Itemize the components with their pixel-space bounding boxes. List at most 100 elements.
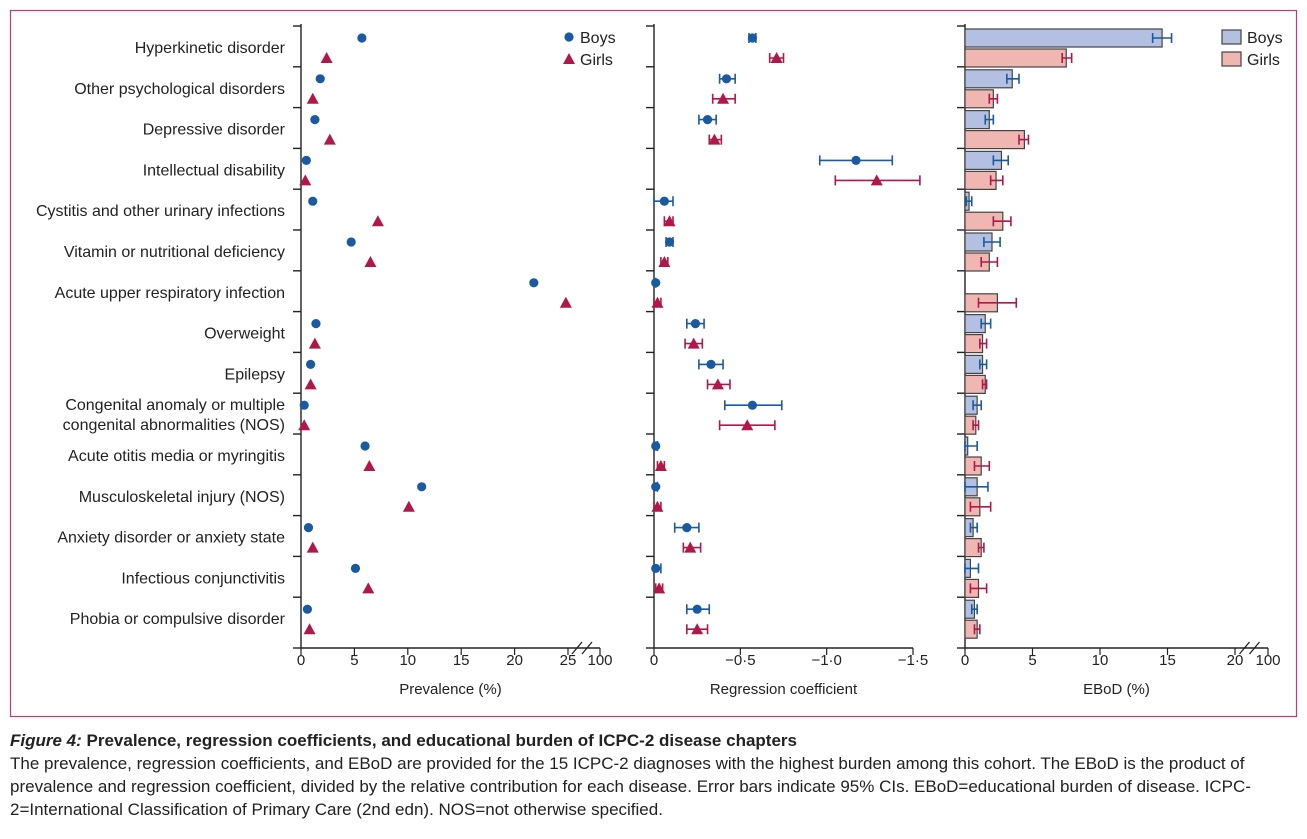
- point-boys: [299, 400, 309, 410]
- x-tick-label: 0: [297, 652, 305, 669]
- error-bar: [980, 257, 999, 267]
- figure-frame: [9, 9, 1298, 718]
- error-bar: [988, 93, 999, 104]
- error-bar: [977, 542, 985, 553]
- category-label-line: congenital abnormalities (NOS): [63, 417, 285, 434]
- point-boys: [350, 563, 361, 574]
- point-boys: [360, 441, 370, 451]
- x-tick-label: 20: [506, 652, 523, 669]
- point-girls: [364, 256, 377, 267]
- error-bar: [1151, 33, 1173, 43]
- point-girls: [654, 460, 667, 471]
- legend-marker-girls: [563, 53, 575, 64]
- x-tick-label: −0·5: [725, 652, 755, 669]
- point-boys: [306, 359, 316, 369]
- point-girls: [741, 419, 754, 431]
- x-tick-label: 10: [399, 652, 416, 669]
- point-boys: [659, 196, 669, 206]
- x-tick-label: 0: [961, 652, 969, 669]
- point-boys: [651, 441, 661, 451]
- error-bar: [1061, 53, 1073, 63]
- category-label: Vitamin or nutritional deficiency: [64, 244, 285, 261]
- point-boys: [690, 319, 701, 329]
- legend-swatch-boys: [1221, 29, 1242, 45]
- bar-boys: [964, 28, 1163, 48]
- category-label: Anxiety disorder or anxiety state: [57, 530, 285, 547]
- point-girls: [684, 541, 697, 553]
- point-girls: [651, 296, 664, 308]
- point-girls: [304, 378, 317, 390]
- point-boys: [308, 196, 318, 206]
- point-girls: [687, 337, 700, 349]
- panel-3: 0 5 10 15 20 100 EBoD (%) Boys Girls: [957, 24, 1283, 698]
- point-girls: [308, 337, 321, 349]
- error-bar: [969, 522, 978, 533]
- figure-chart: Hyperkinetic disorder Other psychological…: [9, 9, 1298, 718]
- error-bar: [969, 583, 988, 594]
- error-bar: [965, 196, 973, 207]
- point-girls: [323, 133, 336, 145]
- error-bar: [980, 318, 992, 329]
- category-label: Infectious conjunctivitis: [121, 570, 285, 587]
- category-label: Musculoskeletal injury (NOS): [79, 489, 285, 506]
- error-bar: [972, 420, 980, 431]
- x-tick-label: −1·5: [898, 652, 928, 669]
- point-girls: [320, 52, 333, 63]
- legend-label: Girls: [1247, 52, 1280, 69]
- error-bar: [981, 379, 988, 390]
- error-bar: [969, 501, 992, 512]
- point-boys: [651, 563, 661, 574]
- legend-marker-boys: [564, 32, 574, 42]
- point-girls: [362, 582, 375, 594]
- figure-description: The prevalence, regression coefficients,…: [10, 754, 1251, 819]
- point-girls: [306, 92, 319, 104]
- x-tick-label: 10: [1092, 652, 1109, 669]
- legend-label: Girls: [580, 52, 613, 69]
- point-girls: [870, 174, 883, 186]
- error-bar: [1006, 73, 1020, 84]
- error-bar: [984, 114, 995, 125]
- point-boys: [747, 33, 758, 43]
- x-axis-label: Regression coefficient: [710, 681, 858, 698]
- category-label: Acute otitis media or myringitis: [68, 448, 285, 465]
- x-tick-label: 20: [1227, 652, 1244, 669]
- x-tick-label: −1·0: [811, 652, 841, 669]
- bar-boys: [964, 69, 1013, 89]
- point-boys: [651, 482, 661, 492]
- point-boys: [851, 155, 861, 165]
- point-girls: [306, 541, 319, 553]
- error-bar: [979, 359, 988, 370]
- x-tick-label: 5: [350, 652, 358, 669]
- error-bar: [983, 237, 1001, 247]
- category-label: Epilepsy: [225, 366, 285, 383]
- point-girls: [303, 623, 316, 635]
- axis-break-icon: [571, 641, 593, 655]
- panel-2: 0 −0·5 −1·0 −1·5 Regression coefficient: [646, 24, 928, 698]
- point-girls: [363, 460, 376, 471]
- figure-label: Figure 4:: [10, 731, 82, 750]
- point-girls: [299, 174, 312, 186]
- category-label-line: Congenital anomaly or multiple: [65, 397, 285, 414]
- x-tick-label: 15: [453, 652, 470, 669]
- point-boys: [310, 115, 320, 125]
- point-girls: [651, 500, 664, 512]
- category-label: Congenital anomaly or multiple congenital…: [63, 397, 285, 434]
- x-tick-label: 100: [587, 652, 612, 669]
- bar-girls: [964, 48, 1067, 68]
- axis-break-icon: [1239, 641, 1260, 655]
- point-boys: [702, 115, 713, 125]
- point-boys: [664, 237, 675, 247]
- legend-label: Boys: [580, 30, 616, 47]
- point-girls: [663, 215, 676, 227]
- point-girls: [653, 582, 666, 594]
- point-girls: [708, 133, 721, 145]
- x-tick-label: 5: [1028, 652, 1036, 669]
- x-axis-label: Prevalence (%): [399, 681, 502, 698]
- error-bar: [964, 481, 989, 492]
- legend-swatch-girls: [1221, 51, 1242, 67]
- category-label: Overweight: [204, 326, 285, 343]
- category-label: Depressive disorder: [143, 122, 286, 139]
- error-bar: [964, 441, 978, 451]
- error-bar: [973, 461, 991, 471]
- figure-caption: Figure 4: Prevalence, regression coeffic…: [10, 729, 1305, 821]
